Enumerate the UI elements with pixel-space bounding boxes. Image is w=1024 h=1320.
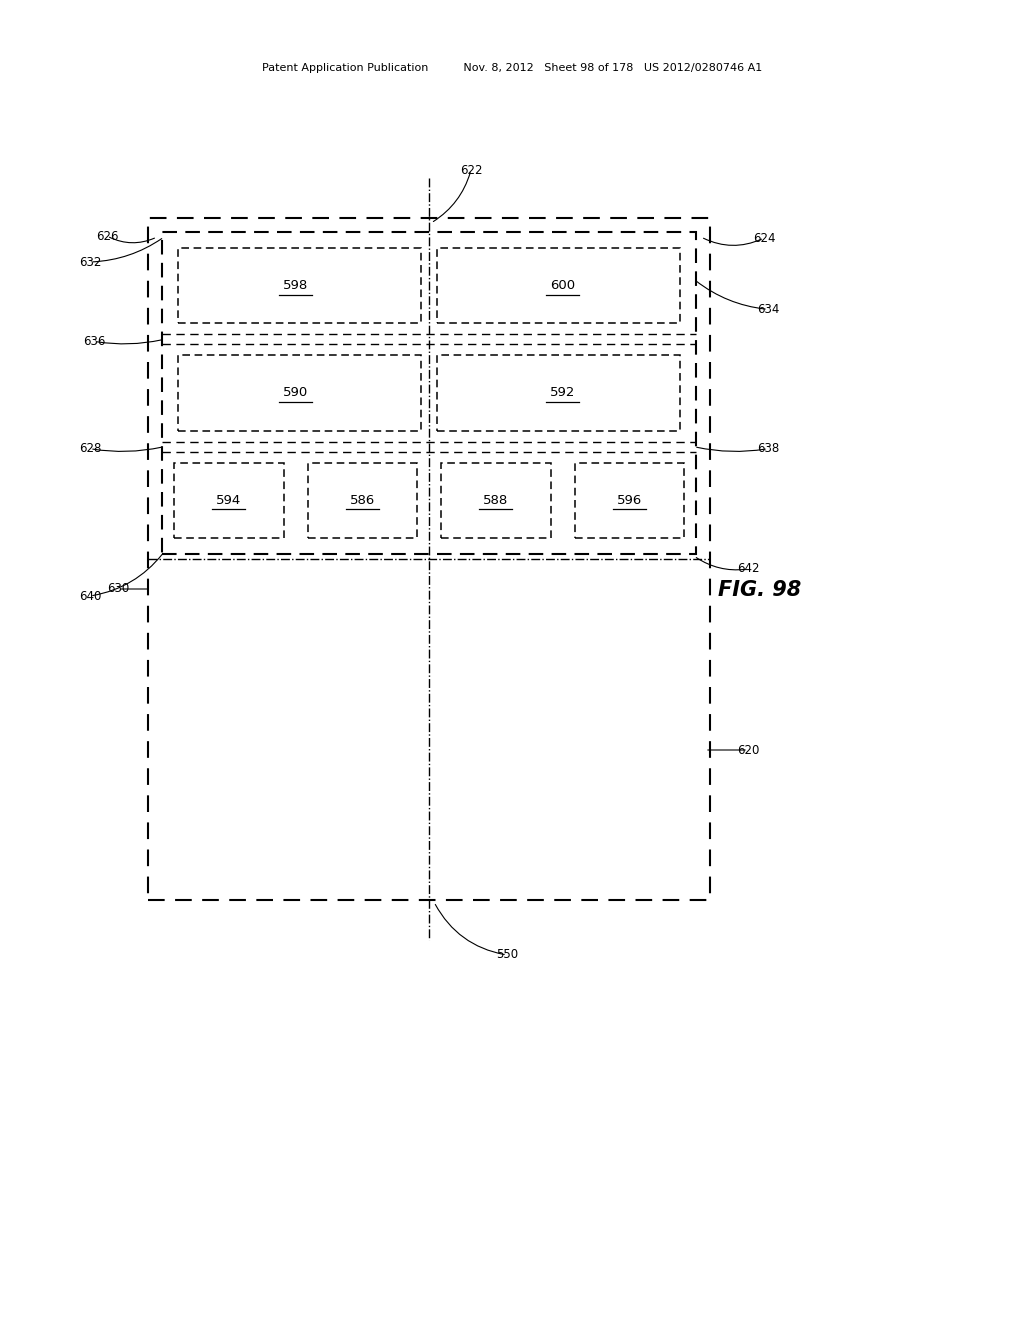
Text: 630: 630 <box>106 582 129 595</box>
Text: 586: 586 <box>349 494 375 507</box>
Bar <box>178 355 421 430</box>
Bar <box>307 463 417 539</box>
Bar <box>437 355 680 430</box>
Text: 628: 628 <box>79 442 101 455</box>
Bar <box>148 218 710 900</box>
Bar <box>574 463 684 539</box>
Bar <box>437 248 680 323</box>
Text: 632: 632 <box>79 256 101 268</box>
Text: 624: 624 <box>753 231 775 244</box>
Bar <box>178 248 421 323</box>
Text: 598: 598 <box>283 279 308 292</box>
Bar <box>441 463 551 539</box>
Text: 640: 640 <box>79 590 101 602</box>
Text: 636: 636 <box>83 335 105 348</box>
Text: 592: 592 <box>550 387 575 400</box>
Text: 590: 590 <box>283 387 308 400</box>
Text: 550: 550 <box>496 949 518 961</box>
Text: 600: 600 <box>550 279 575 292</box>
Text: 634: 634 <box>757 302 779 315</box>
Text: 596: 596 <box>616 494 642 507</box>
Bar <box>162 232 696 554</box>
Text: 594: 594 <box>216 494 242 507</box>
Text: 638: 638 <box>757 442 779 455</box>
Bar <box>174 463 284 539</box>
Text: 626: 626 <box>96 230 118 243</box>
Text: Patent Application Publication          Nov. 8, 2012   Sheet 98 of 178   US 2012: Patent Application Publication Nov. 8, 2… <box>262 63 762 73</box>
Text: FIG. 98: FIG. 98 <box>719 579 802 601</box>
Text: 620: 620 <box>737 743 759 756</box>
Text: 588: 588 <box>483 494 508 507</box>
Text: 622: 622 <box>460 164 482 177</box>
Text: 642: 642 <box>736 562 759 576</box>
